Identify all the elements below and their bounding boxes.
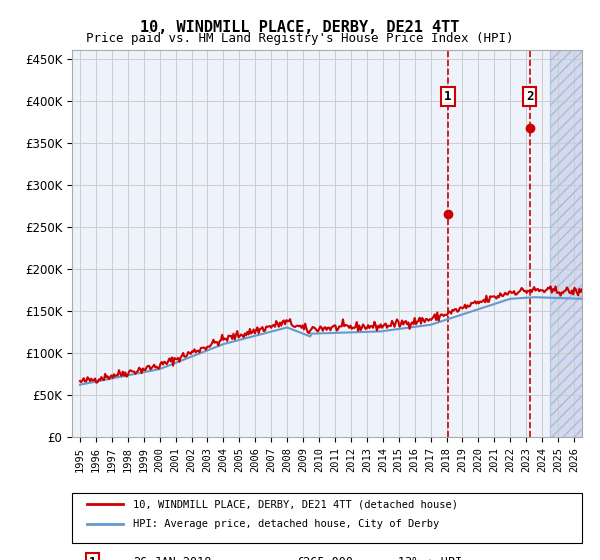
Text: Price paid vs. HM Land Registry's House Price Index (HPI): Price paid vs. HM Land Registry's House …: [86, 32, 514, 45]
Bar: [550, 50, 582, 437]
Bar: [550, 50, 582, 437]
Text: £265,000: £265,000: [296, 556, 353, 560]
Text: 1: 1: [89, 556, 96, 560]
FancyBboxPatch shape: [72, 493, 582, 543]
Text: 10, WINDMILL PLACE, DERBY, DE21 4TT (detached house): 10, WINDMILL PLACE, DERBY, DE21 4TT (det…: [133, 500, 458, 510]
Text: 2: 2: [526, 90, 533, 103]
Text: 1: 1: [444, 90, 451, 103]
Text: 13% ↑ HPI: 13% ↑ HPI: [398, 556, 463, 560]
Text: 26-JAN-2018: 26-JAN-2018: [133, 556, 212, 560]
Text: 10, WINDMILL PLACE, DERBY, DE21 4TT: 10, WINDMILL PLACE, DERBY, DE21 4TT: [140, 20, 460, 35]
Text: HPI: Average price, detached house, City of Derby: HPI: Average price, detached house, City…: [133, 519, 439, 529]
